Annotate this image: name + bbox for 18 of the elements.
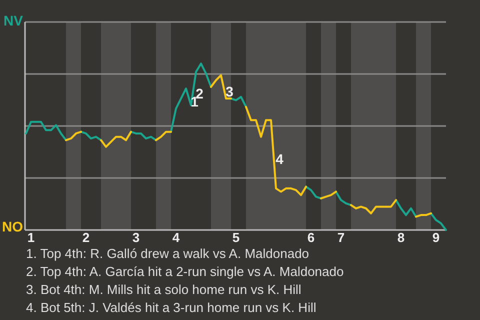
x-tick-label: 3 — [132, 230, 140, 245]
x-tick-label: 9 — [432, 230, 440, 245]
text: 4. Bot 5th: J. Valdés hit a 3-run home run vs K. Hill — [26, 300, 316, 315]
x-tick-label: 2 — [82, 230, 90, 245]
annotation: 3 — [226, 84, 234, 100]
x-tick-label: 6 — [307, 230, 315, 245]
text: 1. Top 4th: R. Galló drew a walk vs A. Maldonado — [26, 246, 310, 261]
text: NV — [4, 12, 24, 29]
x-tick-label: 8 — [397, 230, 405, 245]
annotation: 4 — [276, 150, 284, 167]
x-tick-label: 7 — [337, 230, 345, 245]
x-tick-label: 5 — [232, 230, 240, 245]
text: 3. Bot 4th: M. Mills hit a solo home run vs K. Hill — [26, 282, 302, 297]
x-tick-label: 1 — [27, 230, 35, 245]
x-tick-label: 4 — [172, 230, 180, 245]
annotation: 2 — [196, 85, 204, 102]
text: 2. Top 4th: A. García hit a 2-run single vs A. Maldonado — [26, 264, 344, 279]
text: NO — [2, 218, 24, 235]
